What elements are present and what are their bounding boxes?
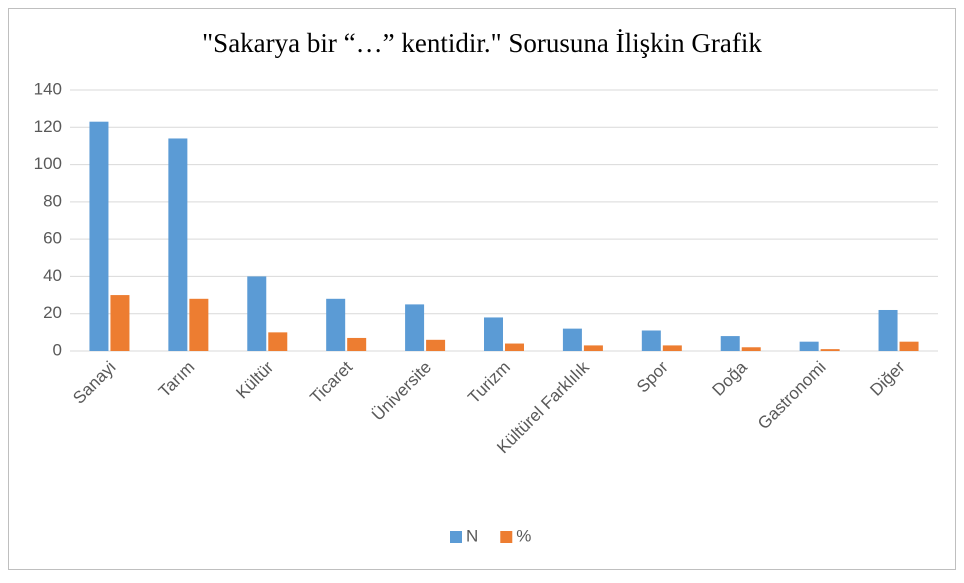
bar — [878, 309, 898, 351]
y-tick-label: 140 — [34, 79, 62, 98]
bar — [583, 345, 603, 351]
bar — [820, 349, 840, 351]
chart-frame — [8, 8, 956, 570]
bar — [247, 276, 267, 351]
bar — [799, 341, 819, 351]
bar — [505, 343, 524, 351]
bar — [662, 345, 682, 351]
y-tick-label: 80 — [43, 191, 62, 210]
y-tick-label: 120 — [34, 117, 62, 136]
bar — [89, 121, 109, 351]
bar — [899, 341, 919, 351]
y-tick-label: 60 — [43, 229, 62, 248]
bar — [110, 295, 130, 351]
legend-label: % — [516, 526, 531, 545]
bar — [641, 330, 661, 351]
bar — [268, 332, 288, 351]
bar — [741, 347, 761, 351]
legend-swatch — [450, 531, 462, 543]
legend-label: N — [466, 526, 478, 545]
bar — [326, 298, 346, 351]
bar — [720, 336, 740, 351]
chart-title: "Sakarya bir “…” kentidir." Sorusuna İli… — [202, 28, 762, 58]
bar — [562, 328, 582, 351]
legend-swatch — [500, 531, 513, 543]
bar — [405, 304, 425, 351]
bar — [484, 317, 503, 351]
y-tick-label: 100 — [34, 154, 62, 173]
bar — [189, 298, 209, 351]
bar — [168, 138, 188, 351]
y-tick-label: 0 — [53, 340, 62, 359]
y-tick-label: 40 — [43, 266, 62, 285]
bar — [426, 339, 446, 351]
bar — [347, 337, 367, 351]
y-tick-label: 20 — [43, 303, 62, 322]
